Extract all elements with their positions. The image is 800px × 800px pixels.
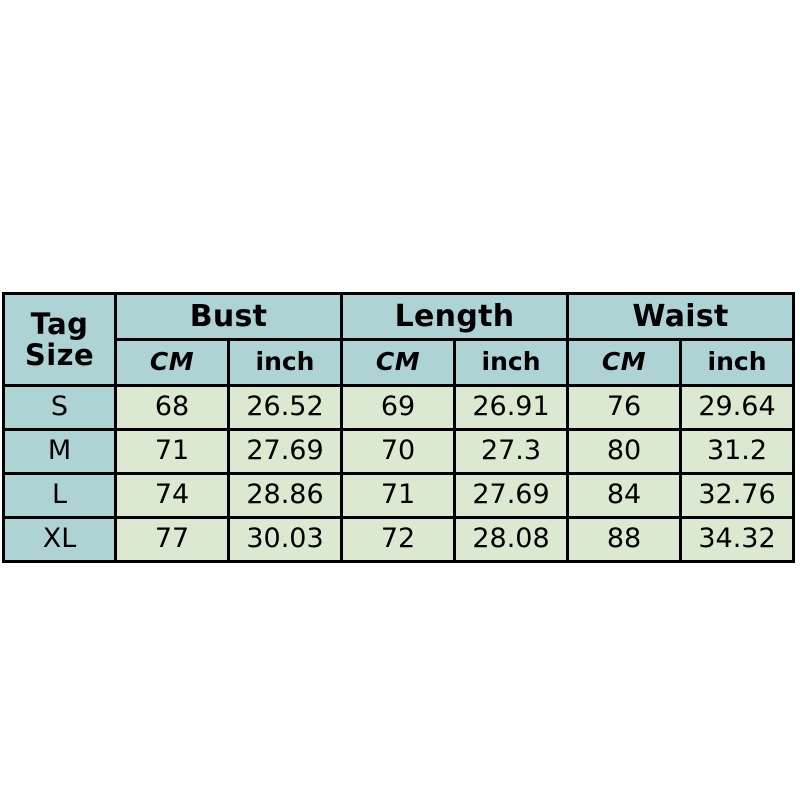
cell-length-inch: 26.91 (452, 384, 570, 431)
size-chart: Tag Size Bust Length Waist CM inch CM in… (2, 292, 796, 563)
row-size-label: S (2, 384, 117, 431)
header-tag-size: Tag Size (2, 292, 117, 387)
cell-waist-inch: 29.64 (679, 384, 796, 431)
cell-length-inch: 28.08 (452, 516, 570, 563)
header-unit-length-inch: inch (452, 338, 570, 387)
cell-bust-inch: 30.03 (227, 516, 343, 563)
cell-waist-cm: 84 (566, 472, 683, 519)
table-row: S 68 26.52 69 26.91 76 29.64 (2, 384, 796, 431)
table-row: M 71 27.69 70 27.3 80 31.2 (2, 428, 796, 475)
table-row: L 74 28.86 71 27.69 84 32.76 (2, 472, 796, 519)
cell-length-cm: 71 (340, 472, 456, 519)
cell-bust-inch: 26.52 (227, 384, 343, 431)
cell-bust-cm: 74 (114, 472, 230, 519)
cell-waist-cm: 80 (566, 428, 683, 475)
header-unit-length-cm: CM (340, 338, 456, 387)
table-row: XL 77 30.03 72 28.08 88 34.32 (2, 516, 796, 563)
header-unit-bust-cm: CM (114, 338, 230, 387)
table-header-unit-row: CM inch CM inch CM inch (4, 338, 796, 387)
cell-waist-inch: 31.2 (679, 428, 796, 475)
header-group-waist: Waist (566, 292, 796, 341)
cell-bust-cm: 71 (114, 428, 230, 475)
row-size-label: L (2, 472, 117, 519)
header-group-length: Length (339, 292, 570, 341)
row-size-label: M (2, 428, 117, 475)
cell-waist-cm: 76 (566, 384, 683, 431)
cell-length-inch: 27.69 (452, 472, 570, 519)
cell-length-inch: 27.3 (452, 428, 570, 475)
cell-bust-cm: 77 (114, 516, 230, 563)
header-group-bust: Bust (114, 292, 343, 341)
header-unit-waist-inch: inch (679, 338, 796, 387)
cell-bust-inch: 27.69 (227, 428, 343, 475)
table-header-group-row: Tag Size Bust Length Waist (2, 292, 796, 387)
cell-length-cm: 70 (340, 428, 456, 475)
header-tag-size-line1: Tag (30, 307, 89, 342)
cell-bust-cm: 68 (114, 384, 230, 431)
cell-waist-cm: 88 (566, 516, 683, 563)
row-size-label: XL (2, 516, 117, 563)
header-unit-waist-cm: CM (566, 338, 683, 387)
header-unit-bust-inch: inch (227, 338, 343, 387)
cell-length-cm: 72 (340, 516, 456, 563)
cell-waist-inch: 32.76 (679, 472, 796, 519)
cell-waist-inch: 34.32 (679, 516, 796, 563)
cell-length-cm: 69 (340, 384, 456, 431)
size-chart-table: Tag Size Bust Length Waist CM inch CM in… (2, 292, 796, 563)
cell-bust-inch: 28.86 (227, 472, 343, 519)
header-tag-size-line2: Size (24, 337, 95, 372)
